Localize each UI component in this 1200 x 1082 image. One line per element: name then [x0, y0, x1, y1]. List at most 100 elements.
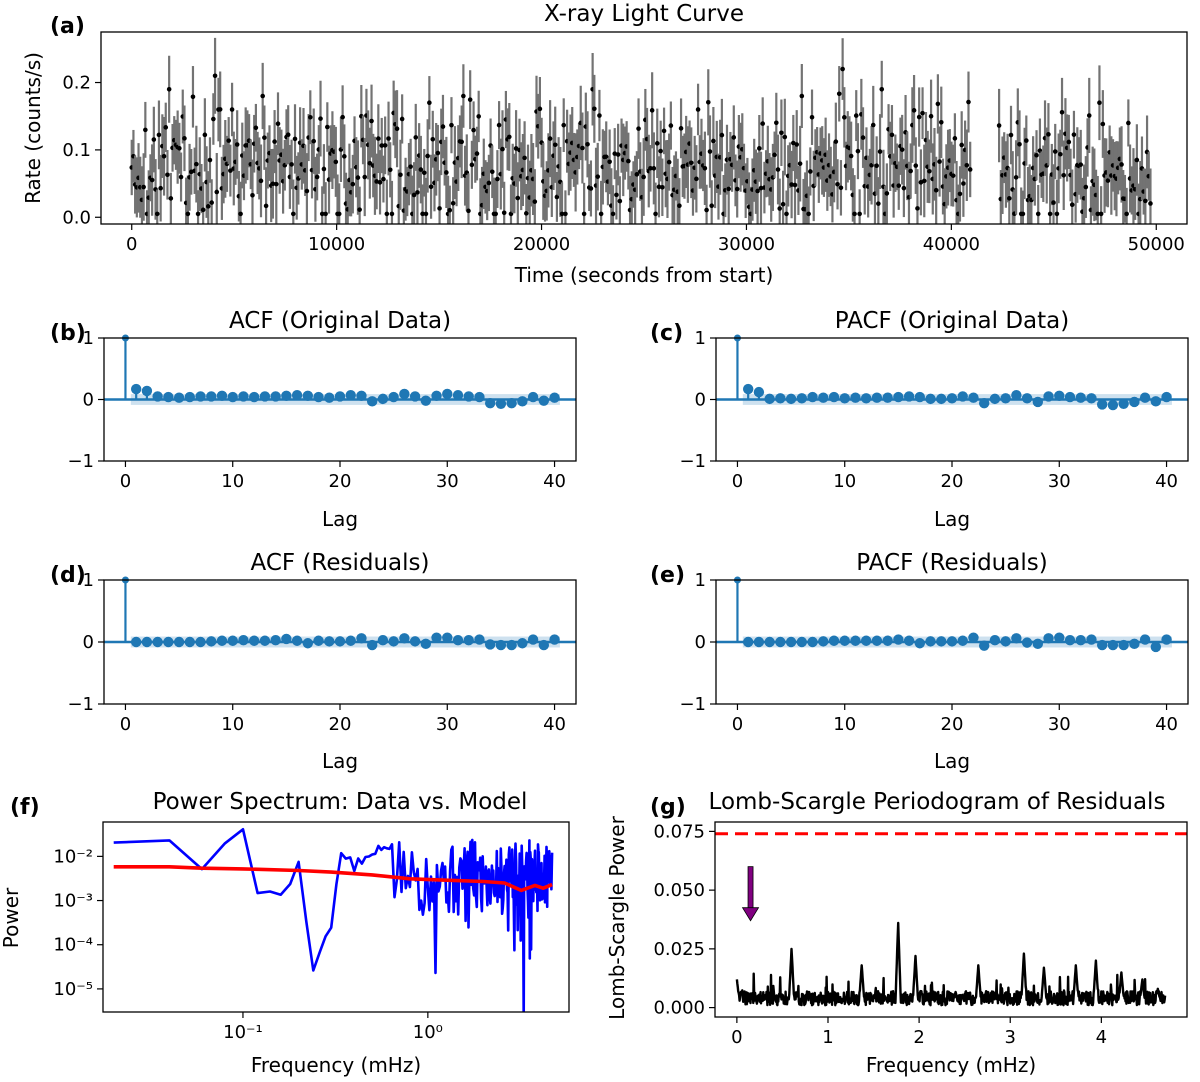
panel-e-stem-marker [839, 635, 850, 646]
panel-e-stem-marker [1150, 641, 1162, 653]
panel-d-stem-marker [152, 636, 163, 648]
panel-e-stem-marker [1043, 633, 1054, 644]
panel-a-data-point [927, 168, 932, 174]
panel-a-data-point [325, 124, 330, 130]
panel-a-data-point [387, 167, 393, 173]
panel-d-stem-marker [206, 636, 217, 647]
panel-a-data-point [677, 203, 682, 209]
panel-b-stem-marker [452, 389, 464, 401]
panel-c-stem-marker [860, 393, 872, 404]
panel-a-data-point [877, 149, 883, 154]
panel-a: (a) X-ray Light Curve 0 10000 20000 30000 40… [21, 1, 1188, 287]
panel-f-xticks: 10⁻¹ 10⁰ [223, 1012, 443, 1043]
panel-a-data-point [214, 189, 220, 195]
panel-e-ytick-label: 1 [695, 570, 706, 591]
panel-c-ytick-label: 1 [695, 328, 706, 349]
panel-a-plot [129, 37, 1153, 224]
panel-a-data-point [857, 211, 862, 217]
panel-g: (g) Lomb-Scargle Periodogram of Residual… [605, 789, 1188, 1077]
panel-a-data-point [1052, 149, 1058, 154]
panel-a-data-point [272, 139, 277, 144]
panel-a-data-point [476, 114, 481, 119]
panel-d-stem-marker [270, 634, 281, 646]
panel-a-data-point [1020, 211, 1026, 217]
panel-a-data-point [794, 142, 800, 147]
panel-e-stem-marker [1139, 634, 1151, 645]
panel-b-stem-marker [248, 391, 260, 403]
panel-a-data-point [966, 99, 971, 105]
panel-e-xtick-label: 40 [1155, 714, 1178, 735]
panel-b-ytick-label: 1 [83, 328, 94, 349]
panel-a-data-point [709, 203, 714, 209]
panel-a-data-point [362, 174, 368, 180]
panel-a-data-point [194, 161, 199, 167]
panel-d-stem-marker [195, 636, 206, 648]
panel-c-xtick-label: 40 [1155, 471, 1178, 492]
panel-a-data-point [806, 211, 811, 217]
panel-a-data-point [205, 204, 211, 209]
panel-g-yticks: 0.000 0.025 0.050 0.075 [653, 821, 715, 1019]
panel-a-data-point [440, 124, 446, 129]
panel-a-data-point [168, 196, 174, 201]
panel-f-frame [102, 821, 570, 1013]
panel-c-stem-marker [1000, 393, 1011, 404]
panel-c-xlabel: Lag [934, 507, 970, 531]
panel-b-stem-marker [506, 397, 517, 409]
panel-b-xtick-label: 10 [221, 471, 244, 492]
panel-a-yticks: 0.0 0.1 0.2 [62, 73, 101, 228]
panel-a-data-point [559, 211, 565, 217]
panel-e-xtick-label: 30 [1048, 714, 1071, 735]
panel-a-data-point [466, 208, 471, 214]
panel-e-label: (e) [650, 563, 685, 588]
panel-a-data-point [1059, 109, 1065, 115]
panel-a-data-point [143, 127, 148, 133]
panel-e-stem-marker [850, 635, 861, 646]
panel-a-data-point [149, 177, 155, 183]
panel-a-data-point [141, 184, 146, 190]
panel-e-stem-marker [1064, 634, 1076, 646]
panel-a-data-point [207, 157, 213, 163]
panel-e-stem-marker [968, 632, 979, 643]
panel-a-data-point [870, 122, 876, 128]
panel-d-yticks: −1 0 1 [67, 570, 104, 715]
panel-a-data-point [165, 172, 170, 178]
panel-g-xtick-label: 3 [1005, 1027, 1016, 1048]
panel-e-stem-marker [1107, 639, 1119, 651]
panel-c-stem-marker [946, 393, 958, 404]
panel-a-data-point [649, 108, 655, 113]
panel-a-data-point [598, 211, 604, 217]
panel-a-data-point [467, 97, 473, 102]
panel-a-data-point [1035, 211, 1041, 217]
panel-a-data-point [524, 211, 529, 216]
panel-d-stem-marker [431, 632, 442, 643]
panel-a-data-point [554, 194, 560, 200]
panel-a-data-point [1095, 211, 1101, 217]
panel-a-data-point [275, 121, 281, 126]
panel-c-label: (c) [650, 321, 683, 346]
panel-f-xlabel: Frequency (mHz) [251, 1053, 421, 1077]
panel-a-data-point [915, 206, 920, 211]
panel-a-data-point [413, 135, 419, 140]
panel-a-data-point [163, 125, 169, 130]
panel-c-stem-marker [1096, 399, 1108, 410]
panel-c-stem-marker [1150, 396, 1162, 407]
panel-b-stem-marker [324, 392, 335, 403]
panel-b-stem-marker [259, 391, 271, 402]
panel-a-data-point [367, 160, 373, 166]
panel-a-data-point [1083, 184, 1089, 190]
panel-a-data-point [610, 211, 616, 217]
panel-e-stem-marker [1011, 633, 1022, 644]
panel-a-frame [100, 31, 1188, 225]
panel-d-stem-marker [527, 634, 539, 645]
panel-a-data-point [585, 142, 590, 147]
panel-a-data-point [874, 163, 879, 169]
panel-a-data-point [1047, 211, 1053, 217]
panel-a-data-point [876, 201, 881, 206]
panel-a-data-point [537, 106, 543, 112]
panel-d-stem-marker [484, 639, 496, 650]
panel-g-title: Lomb-Scargle Periodogram of Residuals [709, 789, 1166, 815]
panel-d-stem-marker [248, 635, 260, 646]
panel-b-xtick-label: 40 [543, 471, 566, 492]
panel-a-data-point [369, 118, 374, 124]
panel-a-data-point [842, 115, 847, 120]
